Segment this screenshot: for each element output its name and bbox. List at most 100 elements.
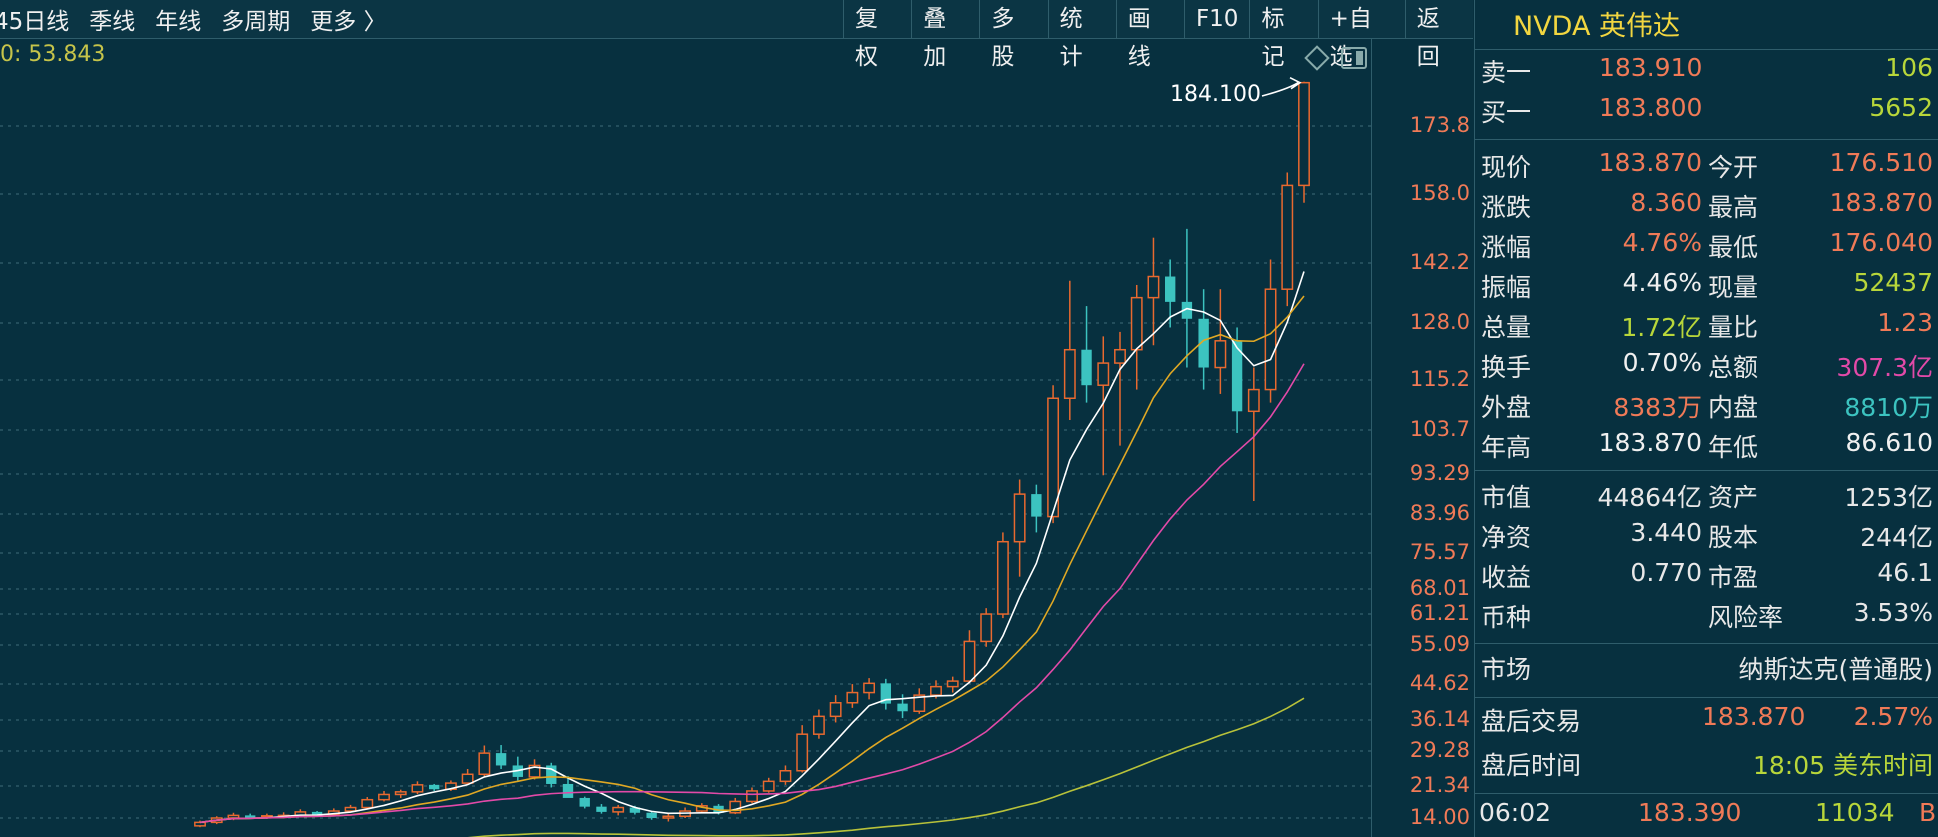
quote-row: 涨跌 8.360 最高 183.870: [1475, 188, 1938, 226]
candle-body: [1081, 349, 1092, 386]
quote-row: 外盘 8383万 内盘 8810万: [1475, 388, 1938, 426]
candle-body: [1063, 348, 1076, 400]
quote-value: 86.610: [1845, 428, 1933, 457]
ma-line-5: [199, 271, 1305, 824]
add-watchlist-button[interactable]: +自选: [1317, 0, 1405, 70]
quote-value: 8.360: [1630, 188, 1702, 217]
tick-row: 06:02 183.390 11034 B: [1475, 798, 1938, 836]
candle-body: [1031, 494, 1042, 517]
fundamental-row: 净资 3.440 股本 244亿: [1475, 518, 1938, 556]
buy1-row: 买一 183.800 5652: [1475, 93, 1938, 131]
max-price-callout: 184.100: [1170, 82, 1261, 107]
quote-value: 183.870: [1598, 148, 1702, 177]
tab-multi-period[interactable]: 多周期: [221, 9, 291, 35]
overlay-button[interactable]: 叠加: [911, 0, 979, 70]
candle-body: [1013, 493, 1026, 543]
candle-body: [311, 811, 323, 815]
fundamental-value: 46.1: [1877, 558, 1933, 587]
candle-body: [646, 812, 657, 818]
price-tick-label: 142.2: [1409, 250, 1470, 274]
candle-body: [579, 797, 590, 807]
price-tick-label: 93.29: [1409, 461, 1470, 485]
price-tick-label: 173.8: [1409, 113, 1470, 137]
candle-body: [812, 715, 825, 735]
price-tick-label: 21.34: [1409, 773, 1470, 797]
candle-body: [1281, 184, 1294, 290]
tab-more[interactable]: 更多 〉: [310, 9, 387, 35]
draw-line-button[interactable]: 画线: [1115, 0, 1184, 70]
candlestick-chart[interactable]: [0, 39, 1371, 837]
price-tick-label: 75.57: [1409, 540, 1470, 564]
buy1-price: 183.800: [1599, 93, 1703, 122]
fundamental-row: 收益 0.770 市盈 46.1: [1475, 558, 1938, 596]
candle-body: [612, 806, 625, 813]
candle-body: [1130, 296, 1143, 351]
panel-toggle-icon[interactable]: [1341, 47, 1367, 69]
f10-button[interactable]: F10: [1183, 0, 1250, 38]
candle-body: [394, 791, 407, 796]
quote-label: 涨跌: [1481, 193, 1532, 222]
divider: [1475, 470, 1938, 471]
after-hours-label: 盘后交易: [1481, 707, 1582, 736]
ma-line-20: [199, 363, 1305, 824]
quote-label: 年高: [1481, 433, 1532, 462]
tick-price: 183.390: [1638, 798, 1742, 827]
quote-label: 内盘: [1708, 393, 1759, 422]
quote-row: 换手 0.70% 总额 307.3亿: [1475, 348, 1938, 386]
quote-label: 最低: [1708, 233, 1759, 262]
callout-arrow: [1261, 76, 1302, 97]
back-button[interactable]: 返回: [1404, 0, 1473, 70]
after-hours-row: 盘后交易 183.870 2.57%: [1475, 702, 1938, 740]
quote-label: 量比: [1708, 313, 1759, 342]
quote-label: 最高: [1708, 193, 1759, 222]
adjust-button[interactable]: 复权: [843, 0, 911, 70]
candle-body: [428, 784, 440, 790]
fundamental-value: 3.440: [1630, 518, 1702, 547]
fundamental-value: 1253亿: [1844, 483, 1933, 512]
quote-row: 涨幅 4.76% 最低 176.040: [1475, 228, 1938, 266]
market-value: 纳斯达克(普通股): [1738, 655, 1933, 684]
divider: [1475, 697, 1938, 698]
fundamental-label: 风险率: [1708, 603, 1784, 632]
candle-body: [746, 790, 758, 803]
candle-body: [562, 783, 574, 798]
candle-body: [227, 814, 240, 819]
tab-quarter[interactable]: 季线: [89, 9, 136, 35]
candle-body: [980, 613, 993, 643]
candle-body: [411, 784, 424, 793]
fundamental-label: 币种: [1481, 603, 1532, 632]
candle-body: [461, 773, 474, 784]
market-label: 市场: [1481, 655, 1532, 684]
tick-side: B: [1919, 798, 1937, 827]
candle-body: [378, 793, 390, 801]
after-hours-price: 183.870: [1702, 702, 1806, 731]
price-tick-label: 68.01: [1409, 576, 1470, 600]
candle-body: [361, 798, 374, 809]
quote-value: 4.76%: [1622, 228, 1702, 257]
quote-label: 涨幅: [1481, 233, 1532, 262]
quote-row: 振幅 4.46% 现量 52437: [1475, 268, 1938, 306]
mark-button[interactable]: 标记: [1249, 0, 1317, 70]
quote-label: 现量: [1708, 273, 1759, 302]
quote-value: 307.3亿: [1836, 353, 1933, 382]
price-tick-label: 115.2: [1409, 367, 1470, 391]
tab-year[interactable]: 年线: [155, 9, 202, 35]
quote-value: 183.870: [1598, 428, 1702, 457]
tick-volume: 11034: [1815, 798, 1895, 827]
after-hours-time-row: 盘后时间 18:05 美东时间: [1475, 746, 1938, 784]
multi-stock-button[interactable]: 多股: [979, 0, 1047, 70]
statistics-button[interactable]: 统计: [1047, 0, 1116, 70]
quote-label: 年低: [1708, 433, 1759, 462]
buy1-volume: 5652: [1869, 93, 1933, 122]
candle-body: [1181, 301, 1193, 319]
candle-body: [1298, 81, 1310, 187]
quote-value: 176.040: [1829, 228, 1933, 257]
candle-body: [913, 694, 926, 713]
quote-label: 外盘: [1481, 393, 1532, 422]
tab-45day[interactable]: 45日线: [0, 9, 70, 35]
fundamental-label: 市值: [1481, 483, 1532, 512]
period-tabs: 45日线 季线 年线 多周期 更多 〉: [0, 0, 407, 38]
price-tick-label: 29.28: [1409, 738, 1470, 762]
after-hours-time-label: 盘后时间: [1481, 751, 1582, 780]
quote-value: 176.510: [1829, 148, 1933, 177]
